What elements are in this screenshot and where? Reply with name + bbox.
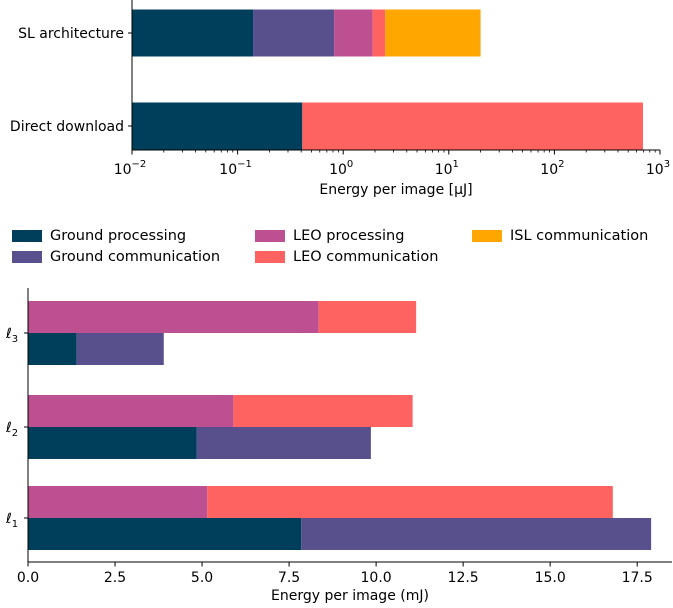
legend-label: Ground communication bbox=[50, 249, 221, 265]
bar-segment-ground-processing bbox=[28, 427, 197, 459]
x-tick-label: 100 bbox=[329, 159, 353, 178]
bar-segment-leo-communication bbox=[302, 102, 643, 150]
bar-segment-ground-communication bbox=[253, 9, 335, 57]
legend-item-leo-processing: LEO processing bbox=[255, 226, 404, 246]
bar-segment-ground-communication bbox=[196, 427, 371, 459]
legend-item-ground-processing: Ground processing bbox=[12, 226, 186, 246]
bar-segment-ground-processing bbox=[132, 9, 254, 57]
legend-item-leo-communication: LEO communication bbox=[255, 247, 438, 267]
x-tick-label: 17.5 bbox=[622, 570, 653, 586]
chart-linear-energy: Energy per image (mJ) ℓ3 ℓ2 ℓ1 0.0 2.5 5.0 7.5… bbox=[5, 288, 672, 604]
y-tick-label: ℓ2 bbox=[5, 420, 18, 439]
bar-segment-leo-processing bbox=[28, 486, 208, 518]
legend-swatch bbox=[255, 251, 285, 263]
bar-segment-ground-processing bbox=[28, 518, 302, 550]
y-tick-label: SL architecture bbox=[18, 26, 124, 42]
bar-segment-ground-communication bbox=[76, 333, 164, 365]
x-tick-label: 10−1 bbox=[219, 159, 252, 178]
bar-segment-isl-communication bbox=[385, 9, 481, 57]
legend-swatch bbox=[12, 230, 42, 242]
x-axis-label: Energy per image [µJ] bbox=[319, 182, 472, 198]
legend-swatch bbox=[12, 251, 42, 263]
legend-label: ISL communication bbox=[510, 228, 649, 244]
bar-segment-ground-processing bbox=[132, 102, 303, 150]
chart-log-energy: Energy per image [µJ] SL architecture Dir… bbox=[10, 0, 670, 198]
legend-item-ground-communication: Ground communication bbox=[12, 247, 220, 267]
legend-label: LEO communication bbox=[293, 249, 439, 265]
x-tick-label: 10−2 bbox=[114, 159, 147, 178]
legend: Ground processing Ground communication LEO… bbox=[12, 226, 672, 270]
bar-segment-leo-communication bbox=[372, 9, 386, 57]
bar-segment-leo-processing bbox=[334, 9, 373, 57]
bar-segment-ground-communication bbox=[301, 518, 652, 550]
legend-swatch bbox=[472, 230, 502, 242]
bar-segment-ground-processing bbox=[28, 333, 77, 365]
x-tick-label: 0.0 bbox=[17, 570, 39, 586]
x-tick-label: 101 bbox=[435, 159, 459, 178]
x-tick-label: 15.0 bbox=[535, 570, 566, 586]
x-tick-label: 10.0 bbox=[361, 570, 392, 586]
x-tick-label: 103 bbox=[646, 159, 670, 178]
x-tick-label: 5.0 bbox=[191, 570, 213, 586]
bar-segment-leo-communication bbox=[233, 395, 413, 427]
bar-segment-leo-communication bbox=[207, 486, 613, 518]
bar-segment-leo-processing bbox=[28, 301, 319, 333]
y-tick-label: ℓ1 bbox=[5, 511, 18, 530]
x-tick-label: 102 bbox=[540, 159, 564, 178]
x-tick-label: 7.5 bbox=[278, 570, 300, 586]
x-tick-label: 12.5 bbox=[448, 570, 479, 586]
y-tick-label: ℓ3 bbox=[5, 326, 18, 345]
legend-label: LEO processing bbox=[293, 228, 405, 244]
legend-label: Ground processing bbox=[50, 228, 187, 244]
x-axis-label: Energy per image (mJ) bbox=[271, 588, 429, 604]
y-tick-label: Direct download bbox=[10, 119, 124, 135]
bar-segment-leo-processing bbox=[28, 395, 234, 427]
x-tick-label: 2.5 bbox=[104, 570, 126, 586]
bar-segment-leo-communication bbox=[318, 301, 417, 333]
legend-item-isl-communication: ISL communication bbox=[472, 226, 648, 246]
legend-swatch bbox=[255, 230, 285, 242]
